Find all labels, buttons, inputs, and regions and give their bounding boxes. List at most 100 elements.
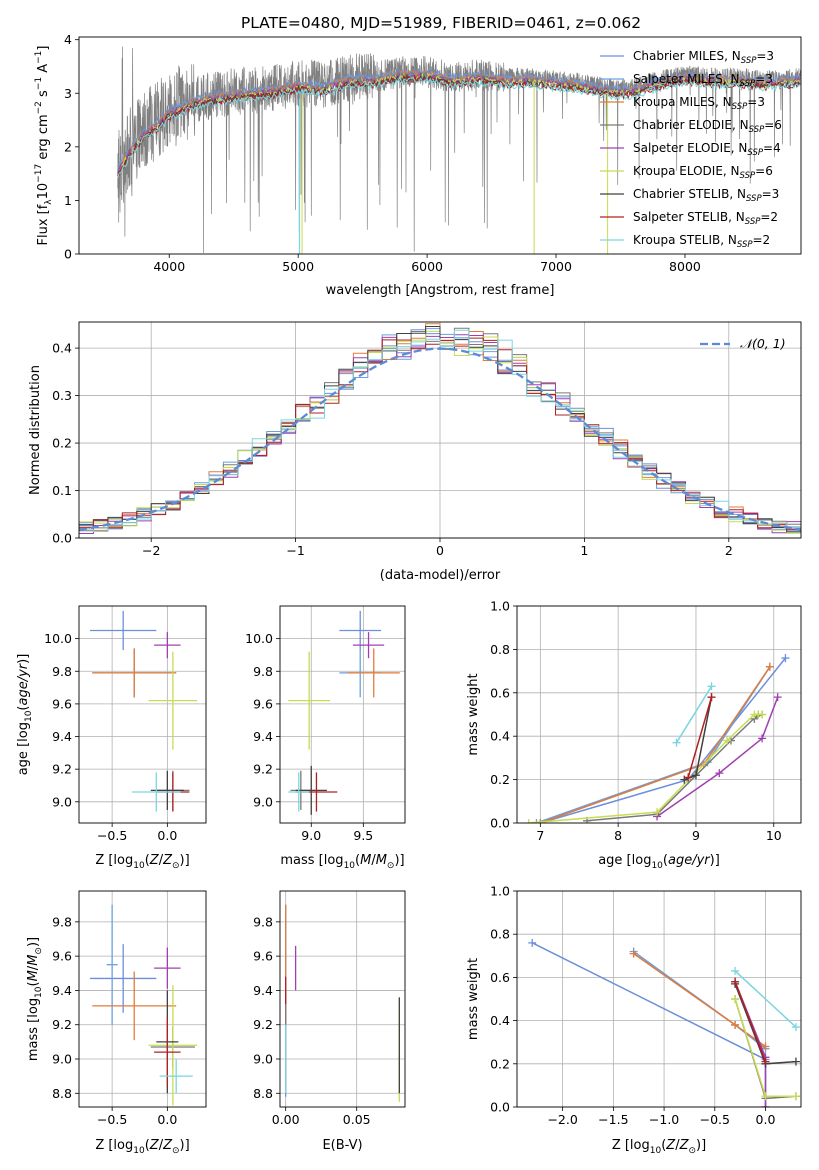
y-tick-label: 9.2 [253, 1017, 273, 1032]
histogram-step-9 [79, 329, 801, 532]
y-tick-label: 9.2 [52, 1017, 72, 1032]
x-axis-label: Z [log10(Z/Z⊙)] [95, 853, 189, 871]
axes-frame [279, 605, 406, 824]
weight-marker [761, 1042, 770, 1051]
weight-marker [731, 966, 740, 975]
weight-marker [791, 1023, 800, 1032]
x-axis-label: E(B-V) [322, 1138, 362, 1153]
y-tick-label: 4 [64, 32, 72, 47]
weight-marker [524, 819, 533, 823]
weight-marker [761, 1092, 770, 1101]
y-axis-label: mass weight [466, 673, 481, 755]
y-axis-label: mass weight [466, 958, 481, 1040]
mass-vs-ebv-panel: 0.00 0.05 8.8 9.0 9.2 9.4 9.6 9.8 E(B-V) [253, 890, 406, 1153]
y-tick-label: 0.2 [490, 1056, 510, 1071]
y-tick-label: 0.4 [490, 729, 510, 744]
weight-marker [532, 819, 541, 823]
y-tick-label: 0.4 [52, 341, 72, 356]
y-tick-label: 0.8 [490, 927, 510, 942]
y-tick-label: 0.2 [490, 772, 510, 787]
plot-area [117, 46, 801, 254]
weight-line-5 [734, 981, 767, 1107]
weight-marker [761, 1057, 770, 1066]
weight-marker [731, 995, 740, 1003]
y-tick-label: 8.8 [52, 1086, 72, 1101]
x-tick-label: 6000 [411, 259, 443, 274]
y-tick-label: 3 [64, 86, 72, 101]
weight-vs-metallicity-panel: −2.0 −1.5 −1.0 −0.5 0.0 0.0 0.2 0.4 0.6 0.8 1.0 mas… [466, 884, 802, 1156]
x-tick-label: 0.00 [272, 1112, 300, 1127]
x-tick-label: 5000 [282, 259, 314, 274]
y-tick-label: 10.0 [44, 631, 72, 646]
weight-marker [758, 734, 767, 743]
weight-marker [758, 710, 767, 719]
model-spectrum-line-7 [117, 73, 801, 177]
legend-entry: Kroupa MILES, NSSP=3 [633, 95, 765, 112]
x-tick-label: 9 [692, 828, 700, 843]
weight-marker [691, 771, 700, 780]
plot-area [285, 904, 400, 1102]
weight-marker [791, 1092, 800, 1101]
y-tick-label: 0.6 [490, 970, 510, 985]
x-tick-label: 0.0 [157, 828, 177, 843]
x-tick-label: 0.0 [756, 1112, 776, 1127]
weight-marker [791, 1057, 800, 1066]
y-tick-label: 9.6 [253, 696, 273, 711]
y-tick-label: 9.8 [253, 664, 273, 679]
y-axis-label: age [log10(age/yr)] [16, 654, 34, 776]
weight-vs-age-panel: 7 8 9 10 0.0 0.2 0.4 0.6 0.8 1.0 mass weight age [l… [466, 599, 802, 871]
x-tick-label: −1.5 [598, 1112, 628, 1127]
legend-entry: Salpeter MILES, NSSP=3 [633, 72, 773, 89]
y-tick-label: 10.0 [245, 631, 273, 646]
x-tick-label: −0.5 [700, 1112, 730, 1127]
histogram-step-7 [79, 326, 801, 533]
y-tick-label: 9.8 [52, 664, 72, 679]
axes-frame [516, 890, 802, 1108]
legend-entry: Chabrier ELODIE, NSSP=6 [633, 118, 782, 135]
x-tick-label: −0.5 [97, 828, 127, 843]
x-tick-label: 7000 [540, 259, 572, 274]
x-tick-label: −2.0 [547, 1112, 577, 1127]
y-tick-label: 0.6 [490, 685, 510, 700]
y-tick-label: 9.0 [52, 1052, 72, 1067]
weight-marker [773, 693, 782, 702]
axes-frame [279, 890, 406, 1108]
x-tick-label: 8 [614, 828, 622, 843]
weight-marker [707, 693, 716, 702]
weight-marker [731, 977, 740, 986]
y-tick-label: 0.1 [52, 483, 72, 498]
plot-area [524, 654, 790, 823]
x-tick-label: 1 [580, 543, 588, 558]
age-vs-mass-panel: 9.0 9.5 9.0 9.2 9.4 9.6 9.8 10.0 mass [log10(M/M… [245, 605, 406, 871]
model-spectrum-line-9 [117, 76, 801, 179]
legend-entry: Chabrier STELIB, NSSP=3 [633, 187, 779, 204]
y-tick-label: 0.3 [52, 388, 72, 403]
x-tick-label: 9.0 [301, 828, 321, 843]
legend-entry: Kroupa ELODIE, NSSP=6 [633, 164, 773, 181]
y-tick-label: 9.6 [52, 696, 72, 711]
plot-area [90, 904, 198, 1106]
y-tick-label: 9.4 [253, 729, 273, 744]
mass-vs-metallicity-panel: −0.5 0.0 8.8 9.0 9.2 9.4 9.6 9.8 Z [log10(Z/Z⊙)]… [26, 890, 207, 1156]
axes-frame [78, 605, 207, 824]
plot-area [79, 323, 801, 534]
x-tick-label: 0 [436, 543, 444, 558]
y-tick-label: 0 [64, 247, 72, 262]
y-tick-label: 9.2 [52, 762, 72, 777]
normal-distribution-curve [79, 347, 801, 531]
x-axis-label: Z [log10(Z/Z⊙)] [612, 1138, 706, 1156]
y-tick-label: 0.0 [490, 1100, 510, 1115]
x-tick-label: 2 [725, 543, 733, 558]
x-tick-label: −1.0 [649, 1112, 679, 1127]
y-tick-label: 8.8 [253, 1086, 273, 1101]
x-tick-label: 4000 [153, 259, 185, 274]
y-axis-label: Normed distribution [28, 365, 43, 495]
weight-line-1 [531, 942, 767, 1107]
y-tick-label: 9.0 [253, 1052, 273, 1067]
age-vs-metallicity-panel: −0.5 0.0 9.0 9.2 9.4 9.6 9.8 10.0 Z [log10(Z/Z⊙)… [16, 605, 207, 871]
y-tick-label: 9.6 [52, 949, 72, 964]
weight-line-3 [540, 666, 771, 823]
x-tick-label: 7 [536, 828, 544, 843]
x-tick-label: 8000 [669, 259, 701, 274]
y-tick-label: 0.0 [490, 816, 510, 831]
